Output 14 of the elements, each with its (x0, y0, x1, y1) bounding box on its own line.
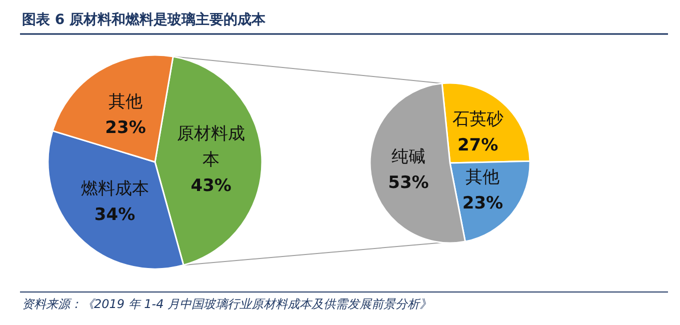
data-label: 23% (462, 193, 504, 214)
data-label: 43% (190, 176, 232, 196)
slice-label: 石英砂 (452, 110, 504, 130)
text: 资料来源：《2019 年 1-4 月中国玻璃行业原材料成本及供需发展前景分析》 (22, 297, 432, 311)
data-label: 34% (94, 205, 136, 226)
data-label: 27% (457, 136, 498, 156)
data-label: 23% (105, 118, 146, 138)
slice-label: 其他 (108, 92, 143, 112)
slice-label: 原材料成本 (177, 124, 246, 170)
slice-label: 其他 (466, 167, 500, 188)
slice-label: 燃料成本 (80, 179, 149, 200)
slice-label: 纯碱 (391, 147, 426, 168)
data-label: 53% (388, 173, 429, 194)
chart-title: 图表 6 原材料和燃料是玻璃主要的成本 (22, 11, 266, 28)
